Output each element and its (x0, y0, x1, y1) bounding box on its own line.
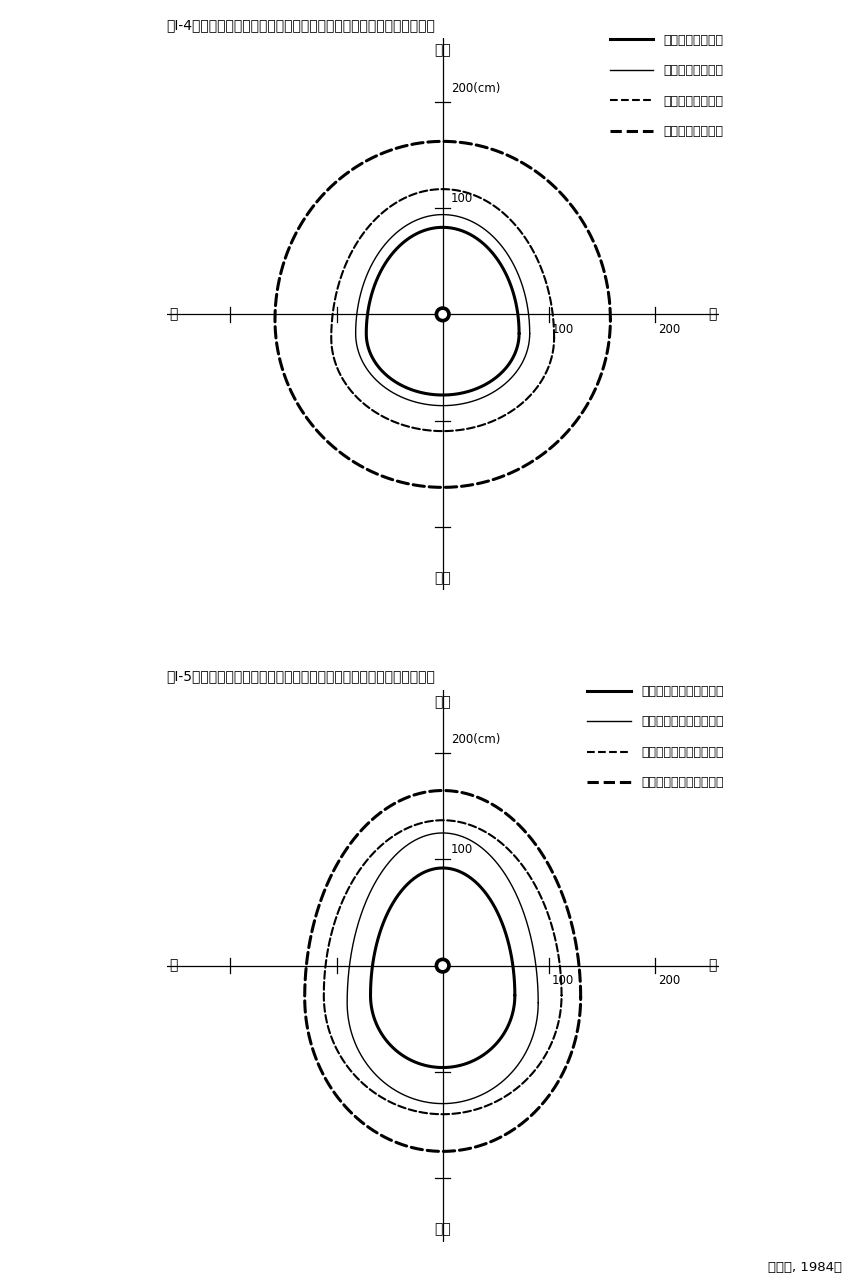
Text: 後ろ: 後ろ (434, 571, 451, 585)
Text: 100: 100 (451, 192, 473, 205)
Text: 右: 右 (708, 307, 716, 321)
Text: 200(cm): 200(cm) (451, 733, 501, 746)
Circle shape (439, 311, 446, 317)
Text: 右: 右 (708, 959, 716, 973)
Text: 100: 100 (552, 974, 575, 987)
Text: 100: 100 (552, 323, 575, 335)
Legend: 男性が未知の男性に接近, 男性が既知の男性に接近, 男性が未知の女性に接近, 男性が既知の女性に接近: 男性が未知の男性に接近, 男性が既知の男性に接近, 男性が未知の女性に接近, 男… (587, 685, 723, 790)
Text: 図Ⅰ-5　接近実験によるパーソナル・スペース（接近者が男性の場合）: 図Ⅰ-5 接近実験によるパーソナル・スペース（接近者が男性の場合） (167, 669, 436, 684)
Circle shape (435, 307, 450, 321)
Text: 左: 左 (169, 959, 177, 973)
Text: 200(cm): 200(cm) (451, 82, 501, 95)
Circle shape (439, 963, 446, 969)
Text: 後ろ: 後ろ (434, 1222, 451, 1236)
Text: 左: 左 (169, 307, 177, 321)
Text: 図Ⅰ-4　接近実験によるパーソナル・スペース（接近者が知人の場合）: 図Ⅰ-4 接近実験によるパーソナル・スペース（接近者が知人の場合） (167, 18, 436, 32)
Text: 200: 200 (658, 974, 681, 987)
Text: 100: 100 (451, 844, 473, 856)
Circle shape (435, 959, 450, 973)
Text: 正面: 正面 (434, 695, 451, 709)
Text: 200: 200 (658, 323, 681, 335)
Text: 正面: 正面 (434, 44, 451, 58)
Text: （渋谷, 1984）: （渋谷, 1984） (768, 1261, 842, 1274)
Legend: 男性が男性に接近, 男性が女性に接近, 女性が男性に接近, 女性が女性に接近: 男性が男性に接近, 男性が女性に接近, 女性が男性に接近, 女性が女性に接近 (609, 33, 723, 138)
